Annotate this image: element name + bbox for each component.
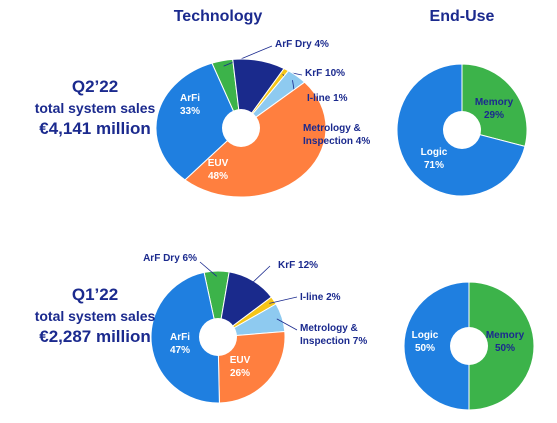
slice-label: ArF Dry 6% xyxy=(143,252,197,265)
slice-category: Memory xyxy=(485,330,525,341)
slice-category: ArF Dry xyxy=(143,253,180,264)
donut-hole xyxy=(222,109,260,147)
slice-category: Memory xyxy=(474,97,514,108)
slice-value: 4% xyxy=(355,136,371,147)
period-block: Q2’22 total system sales €4,141 million xyxy=(0,76,190,140)
leader-line xyxy=(269,296,298,304)
slice-value: 29% xyxy=(483,110,505,121)
slice-value: 2% xyxy=(326,292,341,303)
period-subtitle: total system sales xyxy=(34,100,156,116)
pie-slice xyxy=(155,62,242,181)
column-header: Technology xyxy=(173,8,263,25)
slice-label: KrF 12% xyxy=(278,259,318,272)
donut-hole xyxy=(450,327,488,365)
slice-value: 50% xyxy=(414,343,436,354)
leader-line xyxy=(199,261,217,277)
slice-value: 33% xyxy=(179,106,201,117)
slice-category: ArF Dry xyxy=(275,39,312,50)
slice-value: 26% xyxy=(229,368,250,379)
slice-value: 1% xyxy=(333,93,348,104)
leader-line xyxy=(257,65,303,76)
leader-line xyxy=(223,45,273,67)
slice-category: I-line xyxy=(300,292,324,303)
slice-category: Logic xyxy=(411,330,439,341)
slice-category: ArFi xyxy=(179,93,200,104)
pie-slice xyxy=(150,271,220,404)
slice-category: I-line xyxy=(307,93,331,104)
donut-hole xyxy=(199,318,237,356)
slice-label: Metrology & Inspection 4% xyxy=(303,122,383,148)
slice-label: ArFi 33% xyxy=(180,92,200,118)
slice-value: 4% xyxy=(314,39,329,50)
slice-category: ArFi xyxy=(169,332,190,343)
leader-line xyxy=(276,318,298,331)
slice-label: EUV 48% xyxy=(208,157,229,183)
column-header: End-Use xyxy=(429,8,495,25)
slice-label: Logic 50% xyxy=(412,329,439,355)
slice-value: 71% xyxy=(423,160,445,171)
period-total: €4,141 million xyxy=(39,119,151,138)
period-label: Q1’22 xyxy=(71,285,119,304)
slice-category: Metrology & Inspection xyxy=(300,323,358,347)
slice-label: I-line 2% xyxy=(300,291,341,304)
slice-value: 50% xyxy=(494,343,516,354)
leader-line xyxy=(249,265,271,286)
slice-label: Memory 50% xyxy=(486,329,524,355)
pie-slice xyxy=(403,281,470,411)
slice-label: I-line 1% xyxy=(307,92,348,105)
period-subtitle: total system sales xyxy=(34,308,156,324)
slice-label: Metrology & Inspection 7% xyxy=(300,322,380,348)
slice-category: KrF xyxy=(305,68,323,79)
slice-label: ArF Dry 4% xyxy=(275,38,329,51)
slice-label: KrF 10% xyxy=(305,67,345,80)
slice-category: EUV xyxy=(207,158,229,169)
slice-value: 7% xyxy=(352,336,368,347)
slice-value: 47% xyxy=(169,345,191,356)
slice-label: ArFi 47% xyxy=(170,331,190,357)
slice-label: EUV 26% xyxy=(230,354,251,380)
slice-value: 12% xyxy=(298,260,319,271)
period-label: Q2’22 xyxy=(71,77,119,96)
pie-slice xyxy=(468,281,535,411)
slice-category: Metrology & Inspection xyxy=(303,123,361,147)
slice-value: 48% xyxy=(207,171,228,182)
slice-category: EUV xyxy=(229,355,251,366)
period-block: Q1’22 total system sales €2,287 million xyxy=(0,284,190,348)
donut-hole xyxy=(443,111,481,149)
slice-label: Memory 29% xyxy=(475,96,513,122)
slice-label: Logic 71% xyxy=(421,146,448,172)
slice-value: 10% xyxy=(325,68,346,79)
slice-category: Logic xyxy=(420,147,448,158)
period-total: €2,287 million xyxy=(39,327,151,346)
slice-category: KrF xyxy=(278,260,296,271)
pie-slice xyxy=(217,330,286,404)
slice-value: 6% xyxy=(182,253,197,264)
